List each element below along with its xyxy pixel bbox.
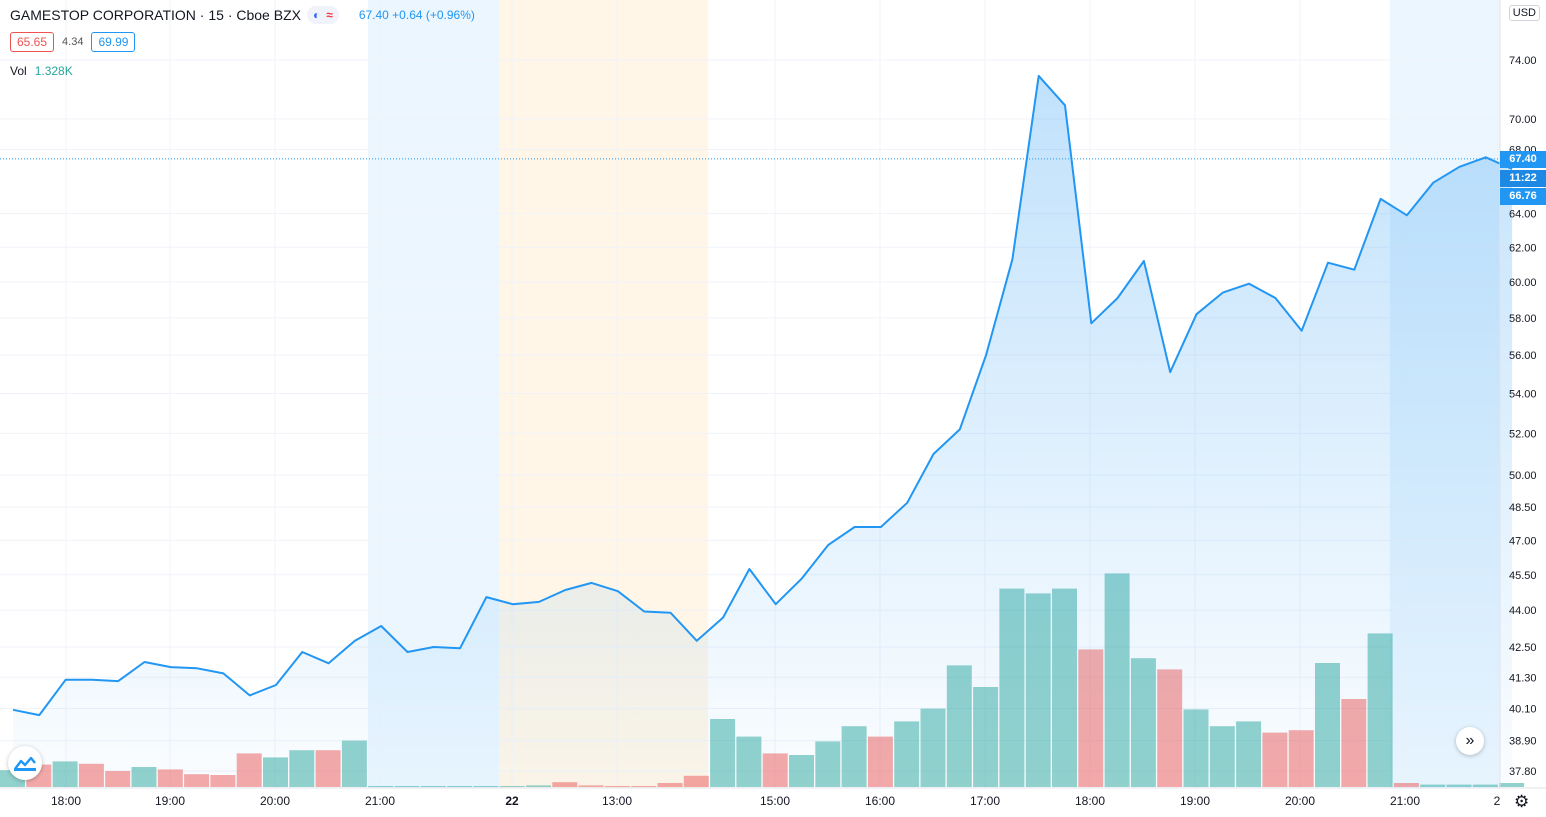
time-tick-label: 22 xyxy=(505,794,519,808)
wave-icon: ≈ xyxy=(326,8,333,22)
time-tick-label: 21:00 xyxy=(365,794,395,808)
current-price-tag: 66.76 xyxy=(1500,188,1546,205)
tradingview-logo-icon xyxy=(14,756,36,771)
tradingview-logo-button[interactable] xyxy=(8,746,42,780)
time-tick-label: 20:00 xyxy=(260,794,290,808)
symbol-legend: GAMESTOP CORPORATION · 15 · Cboe BZX ◐ ≈… xyxy=(10,6,475,24)
price-tick-label: 41.30 xyxy=(1509,672,1537,684)
price-tick-label: 37.80 xyxy=(1509,766,1537,778)
price-tick-label: 44.00 xyxy=(1509,605,1537,617)
price-tick-label: 70.00 xyxy=(1509,114,1537,126)
time-tick-label: 2 xyxy=(1494,794,1501,808)
price-tick-label: 48.50 xyxy=(1509,502,1537,514)
price-tick-label: 58.00 xyxy=(1509,313,1537,325)
time-tick-label: 21:00 xyxy=(1390,794,1420,808)
time-tick-label: 18:00 xyxy=(1075,794,1105,808)
symbol-title[interactable]: GAMESTOP CORPORATION · 15 · Cboe BZX xyxy=(10,7,301,23)
price-tick-label: 60.00 xyxy=(1509,277,1537,289)
vol-label: Vol xyxy=(10,64,27,78)
volume-legend: Vol 1.328K xyxy=(10,64,73,78)
vol-value: 1.328K xyxy=(34,64,73,78)
price-axis: 74.0070.0068.0064.0062.0060.0058.0056.00… xyxy=(1499,0,1537,788)
price-tick-label: 47.00 xyxy=(1509,535,1537,547)
price-area xyxy=(0,74,1513,788)
price-tick-label: 50.00 xyxy=(1509,470,1537,482)
scroll-right-button[interactable]: » xyxy=(1456,727,1484,755)
last-change: 67.40 +0.64 (+0.96%) xyxy=(358,8,475,22)
time-tick-label: 20:00 xyxy=(1285,794,1315,808)
time-axis: 18:00 19:00 20:00 21:00 22 13:00 15:00 16:00 17:… xyxy=(0,787,1546,808)
gear-icon[interactable]: ⚙ xyxy=(1514,792,1530,811)
price-tick-label: 64.00 xyxy=(1509,209,1537,221)
price-tick-label: 45.50 xyxy=(1509,570,1537,582)
time-tick-label: 17:00 xyxy=(970,794,1000,808)
ohlc-row: 65.65 4.34 69.99 xyxy=(10,32,136,52)
time-tick-label: 15:00 xyxy=(760,794,790,808)
time-tick-label: 13:00 xyxy=(602,794,632,808)
high-value-box[interactable]: 69.99 xyxy=(91,32,136,52)
time-tick-label: 18:00 xyxy=(51,794,81,808)
moon-icon: ◐ xyxy=(312,8,321,22)
last-price-tag: 67.40 xyxy=(1500,151,1546,168)
low-value-box[interactable]: 65.65 xyxy=(10,32,55,52)
price-tick-label: 42.50 xyxy=(1509,642,1537,654)
session-pill[interactable]: ◐ ≈ xyxy=(306,6,339,24)
price-tick-label: 54.00 xyxy=(1509,388,1537,400)
time-tick-label: 19:00 xyxy=(1180,794,1210,808)
price-tick-label: 56.00 xyxy=(1509,350,1537,362)
price-tick-label: 62.00 xyxy=(1509,242,1537,254)
time-tick-label: 16:00 xyxy=(865,794,895,808)
price-tick-label: 38.90 xyxy=(1509,736,1537,748)
price-tick-label: 52.00 xyxy=(1509,428,1537,440)
price-line xyxy=(12,74,1513,717)
currency-label[interactable]: USD xyxy=(1508,5,1540,21)
price-tick-label: 74.00 xyxy=(1509,55,1537,67)
chevrons-right-icon: » xyxy=(1465,732,1475,749)
price-tick-label: 40.10 xyxy=(1509,703,1537,715)
countdown-tag: 11:22 xyxy=(1500,170,1546,187)
mid-value: 4.34 xyxy=(62,36,84,48)
time-tick-label: 19:00 xyxy=(155,794,185,808)
price-area-fill xyxy=(13,75,1513,788)
